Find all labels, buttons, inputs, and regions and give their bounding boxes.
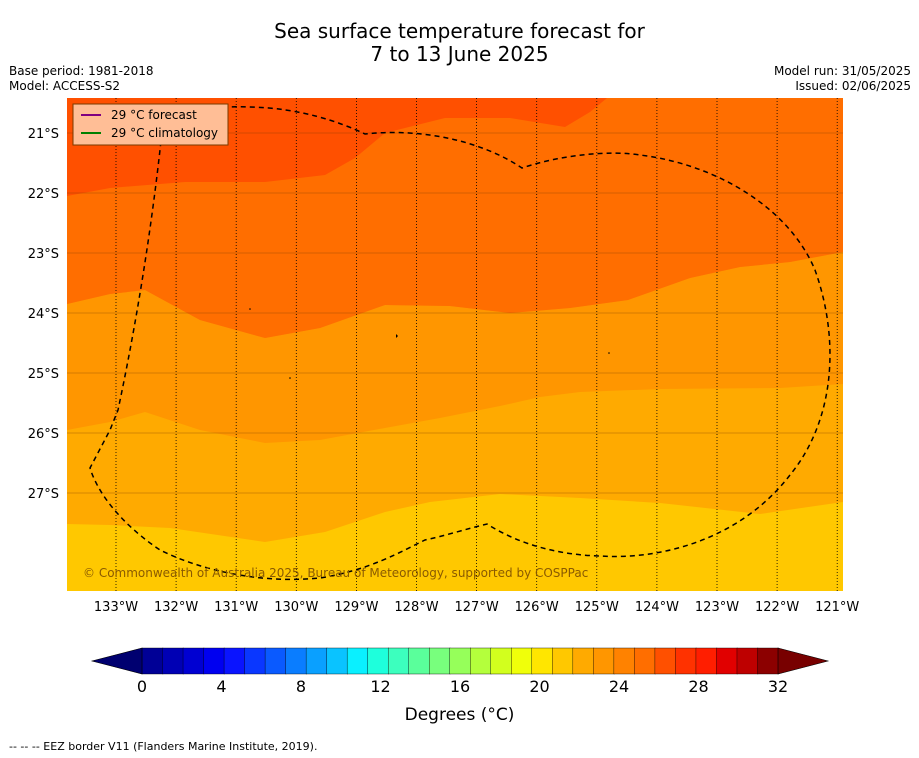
colorbar-tick-label: 32	[768, 677, 788, 696]
longitude-tick-label: 130°W	[274, 600, 318, 615]
legend-box: 29 °C forecast 29 °C climatology	[72, 103, 229, 146]
island-dot	[249, 308, 251, 310]
colorbar-swatch	[285, 647, 307, 675]
base-period-text: Base period: 1981-2018	[9, 64, 154, 78]
colorbar-low-extension	[90, 647, 143, 675]
colorbar-swatch	[695, 647, 718, 675]
latitude-tick-label: 22°S	[28, 187, 59, 202]
colorbar-swatch	[634, 647, 656, 675]
latitude-tick-label: 26°S	[28, 427, 59, 442]
longitude-tick-label: 123°W	[695, 600, 739, 615]
longitude-tick-label: 125°W	[575, 600, 619, 615]
colorbar-swatch	[182, 647, 205, 675]
longitude-tick-label: 122°W	[755, 600, 799, 615]
colorbar: 0 4 8 12 16 20 24 28 32	[90, 647, 830, 696]
latitude-tick-label: 25°S	[28, 367, 59, 382]
colorbar-swatch	[654, 647, 677, 675]
island-dot	[608, 352, 610, 354]
model-run-text: Model run: 31/05/2025	[773, 64, 911, 78]
longitude-tick-label: 121°W	[815, 600, 859, 615]
colorbar-swatch	[305, 647, 328, 675]
longitude-tick-label: 131°W	[214, 600, 258, 615]
latitude-tick-label: 21°S	[28, 127, 59, 142]
footer-eez-note: -- -- -- EEZ border V11 (Flanders Marine…	[9, 740, 318, 753]
colorbar-swatch	[490, 647, 512, 675]
colorbar-swatch	[449, 647, 471, 675]
colorbar-swatch	[387, 647, 410, 675]
longitude-tick-label: 133°W	[94, 600, 138, 615]
sst-contour-map: © Commonwealth of Australia 2025, Bureau…	[67, 98, 843, 591]
colorbar-swatch	[552, 647, 574, 675]
issued-text: Issued: 02/06/2025	[795, 79, 911, 93]
colorbar-swatch	[470, 647, 492, 675]
longitude-tick-label: 124°W	[635, 600, 679, 615]
colorbar-swatch	[531, 647, 554, 675]
colorbar-swatch	[223, 647, 246, 675]
colorbar-swatch	[162, 647, 184, 675]
chart-title-line1: Sea surface temperature forecast for	[274, 19, 645, 43]
colorbar-swatch	[675, 647, 697, 675]
longitude-tick-label: 127°W	[455, 600, 499, 615]
eez-border-line	[89, 106, 831, 581]
colorbar-tick-label: 4	[216, 677, 226, 696]
colorbar-swatch	[244, 647, 266, 675]
colorbar-tick-label: 20	[529, 677, 549, 696]
copyright-text: © Commonwealth of Australia 2025, Bureau…	[83, 566, 588, 580]
colorbar-swatch	[264, 647, 287, 675]
colorbar-tick-label: 12	[370, 677, 390, 696]
colorbar-swatch	[203, 647, 225, 675]
colorbar-title: Degrees (°C)	[404, 705, 515, 725]
longitude-tick-label: 132°W	[154, 600, 198, 615]
latitude-tick-label: 24°S	[28, 307, 59, 322]
legend-climatology-label: 29 °C climatology	[111, 126, 218, 140]
colorbar-tick-label: 16	[450, 677, 470, 696]
island-dot	[289, 377, 291, 379]
colorbar-swatch	[141, 647, 164, 675]
colorbar-swatch	[408, 647, 430, 675]
longitude-tick-label: 129°W	[334, 600, 378, 615]
colorbar-swatch	[572, 647, 595, 675]
colorbar-swatch	[511, 647, 533, 675]
colorbar-tick-label: 0	[137, 677, 147, 696]
colorbar-swatch	[326, 647, 348, 675]
colorbar-swatch	[593, 647, 615, 675]
latitude-tick-label: 23°S	[28, 247, 59, 262]
colorbar-high-extension	[777, 647, 830, 675]
colorbar-swatch	[736, 647, 759, 675]
longitude-tick-label: 128°W	[394, 600, 438, 615]
latitude-tick-label: 27°S	[28, 487, 59, 502]
colorbar-tick-label: 24	[609, 677, 629, 696]
map-gridlines	[67, 98, 843, 591]
colorbar-swatch	[716, 647, 738, 675]
colorbar-swatch	[346, 647, 369, 675]
colorbar-swatch	[367, 647, 389, 675]
colorbar-tick-label: 28	[688, 677, 708, 696]
colorbar-swatch	[613, 647, 636, 675]
colorbar-swatch	[429, 647, 451, 675]
chart-title-line2: 7 to 13 June 2025	[370, 42, 549, 66]
axis-labels: 133°W 132°W 131°W 130°W 129°W 128°W 127°W 126°W…	[28, 127, 860, 615]
colorbar-tick-label: 8	[296, 677, 306, 696]
island-mark	[396, 334, 398, 338]
model-text: Model: ACCESS-S2	[9, 79, 121, 93]
legend-forecast-label: 29 °C forecast	[111, 108, 197, 122]
longitude-tick-label: 126°W	[515, 600, 559, 615]
colorbar-swatch	[757, 647, 779, 675]
